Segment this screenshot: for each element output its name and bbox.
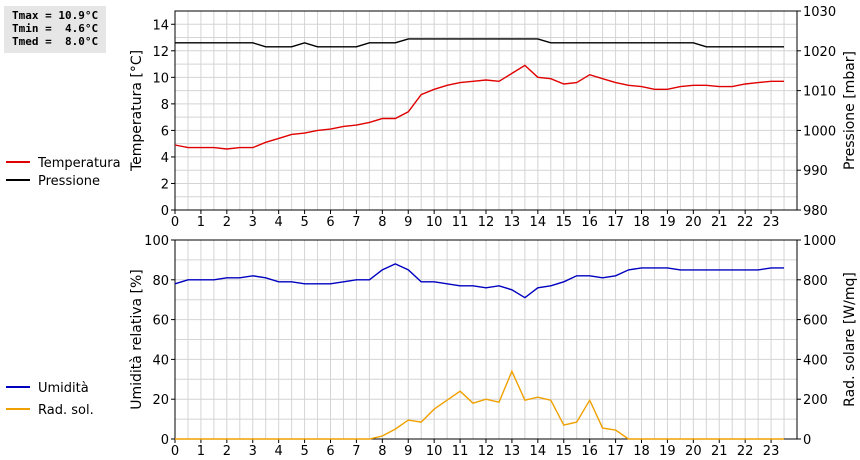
x-tick-label: 12 [478,215,495,230]
series-line-1 [174,263,784,299]
y-tick-label-left: 20 [152,393,169,408]
y-tick-label-left: 8 [161,98,169,113]
x-tick-label: 18 [633,215,650,230]
y-tick-label-left: 12 [152,45,169,60]
y-tick-label-right: 1010 [803,85,836,100]
x-tick-label: 19 [659,215,676,230]
x-tick-label: 7 [352,444,360,459]
x-tick-label: 21 [711,444,728,459]
x-tick-label: 7 [352,215,360,230]
x-tick-label: 23 [763,444,780,459]
x-tick-label: 4 [275,215,283,230]
y-tick-label-right: 1000 [803,234,836,249]
x-tick-label: 22 [737,215,754,230]
legend-label: Umidità [38,381,89,396]
x-tick-label: 6 [326,215,334,230]
y-axis-label-right: Rad. solare [W/mq] [842,272,858,407]
x-tick-label: 22 [737,444,754,459]
x-tick-label: 5 [300,215,308,230]
y-tick-label-right: 1020 [803,45,836,60]
series-line-2 [175,369,784,440]
legend-label: Temperatura [37,156,121,171]
y-tick-label-right: 1000 [803,124,836,139]
x-tick-label: 10 [426,444,443,459]
temperature-pressure-chart: 0 1 2 3 4 5 6 7 8 9 10 11 12 13 14 15 16 17 18 19 20 21 22 2302… [6,5,858,230]
x-tick-label: 14 [530,444,547,459]
x-tick-label: 19 [659,444,676,459]
x-tick-label: 2 [223,444,231,459]
y-axis-label-left: Temperatura [°C] [129,50,145,172]
y-tick-label-left: 4 [161,151,169,166]
x-tick-label: 10 [426,215,443,230]
y-tick-label-right: 980 [803,204,828,219]
y-tick-label-left: 100 [144,234,169,249]
x-tick-label: 18 [633,444,650,459]
x-tick-label: 16 [581,215,598,230]
y-tick-label-left: 6 [161,124,169,139]
x-tick-label: 16 [581,444,598,459]
y-tick-label-right: 800 [803,274,828,289]
series-line-2 [175,38,784,48]
x-tick-label: 1 [197,444,205,459]
y-tick-label-right: 1030 [803,5,836,20]
stat-tmin: Tmin = 4.6°C [12,22,99,35]
x-tick-label: 5 [300,444,308,459]
x-tick-label: 15 [555,444,572,459]
y-tick-label-left: 0 [161,433,169,448]
series-line-1 [174,64,784,150]
x-tick-label: 23 [763,215,780,230]
y-tick-label-right: 0 [803,433,811,448]
x-tick-label: 15 [555,215,572,230]
y-tick-label-left: 0 [161,204,169,219]
y-axis-label-right: Pressione [mbar] [842,51,858,170]
x-tick-label: 20 [685,215,702,230]
y-tick-label-right: 990 [803,164,828,179]
x-tick-label: 20 [685,444,702,459]
x-tick-label: 0 [171,215,179,230]
x-tick-label: 3 [249,444,257,459]
x-tick-label: 17 [607,444,624,459]
x-tick-label: 21 [711,215,728,230]
y-tick-label-left: 60 [152,314,169,329]
stat-tmed: Tmed = 8.0°C [12,35,99,48]
y-tick-label-right: 400 [803,353,828,368]
x-tick-label: 4 [275,444,283,459]
x-tick-label: 14 [530,215,547,230]
x-tick-label: 3 [249,215,257,230]
y-tick-label-left: 80 [152,274,169,289]
x-tick-label: 6 [326,444,334,459]
y-tick-label-left: 10 [152,71,169,86]
x-tick-label: 8 [378,215,386,230]
x-tick-label: 1 [197,215,205,230]
humidity-radiation-chart: 0 1 2 3 4 5 6 7 8 9 10 11 12 13 14 15 16 17 18 19 20 21 22 2302… [6,234,858,459]
y-tick-label-left: 2 [161,177,169,192]
legend-label: Pressione [38,174,100,189]
stat-tmax: Tmax = 10.9°C [12,9,99,22]
x-tick-label: 2 [223,215,231,230]
y-tick-label-right: 200 [803,393,828,408]
x-tick-label: 13 [504,444,521,459]
x-tick-label: 13 [504,215,521,230]
x-tick-label: 0 [171,444,179,459]
y-tick-label-left: 14 [152,18,169,33]
x-tick-label: 9 [404,215,412,230]
x-tick-label: 11 [452,215,469,230]
y-tick-label-right: 600 [803,314,828,329]
legend-label: Rad. sol. [38,403,94,418]
stats-box: Tmax = 10.9°C Tmin = 4.6°C Tmed = 8.0°C [4,6,106,53]
x-tick-label: 17 [607,215,624,230]
x-tick-label: 9 [404,444,412,459]
x-tick-label: 11 [452,444,469,459]
x-tick-label: 8 [378,444,386,459]
x-tick-label: 12 [478,444,495,459]
y-tick-label-left: 40 [152,353,169,368]
y-axis-label-left: Umidità relativa [%] [129,269,145,410]
